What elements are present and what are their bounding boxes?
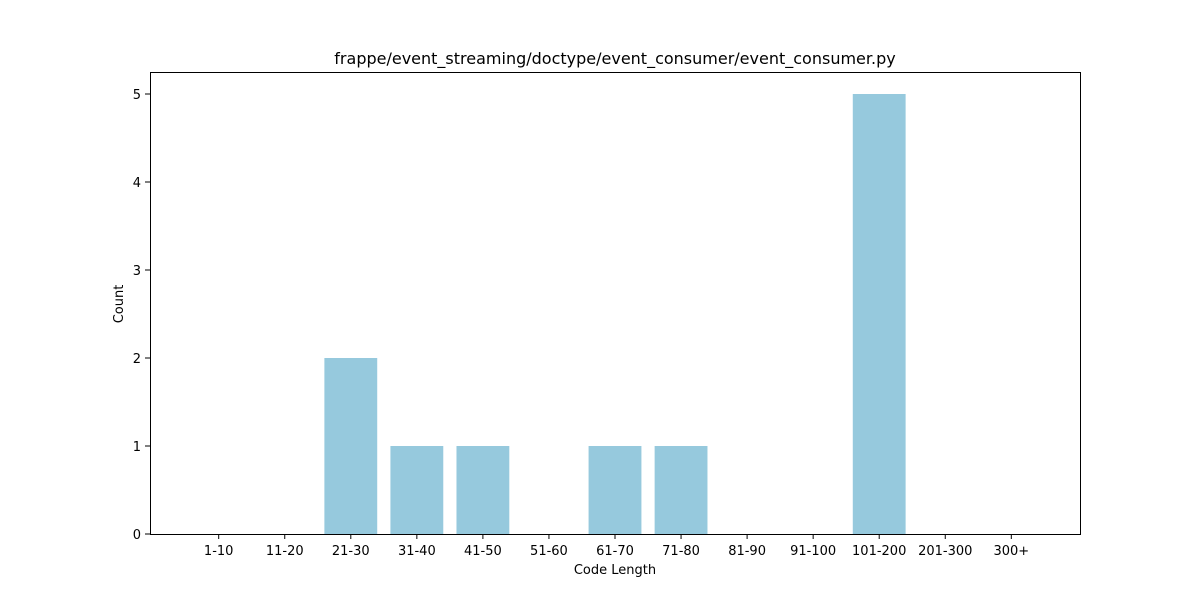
x-tick-label: 71-80 bbox=[662, 544, 700, 559]
bar-71-80 bbox=[654, 446, 708, 534]
x-tick-label: 61-70 bbox=[596, 544, 634, 559]
bar-21-30 bbox=[324, 358, 378, 534]
x-tick-label: 51-60 bbox=[530, 544, 568, 559]
y-tick-label: 2 bbox=[133, 352, 141, 367]
x-axis-title: Code Length bbox=[574, 563, 656, 578]
y-tick-label: 4 bbox=[133, 176, 141, 191]
bar-41-50 bbox=[456, 446, 510, 534]
x-tick-label: 21-30 bbox=[332, 544, 370, 559]
x-tick-label: 101-200 bbox=[852, 544, 906, 559]
bar-101-200 bbox=[852, 94, 906, 534]
y-axis: 0 1 2 3 4 5 bbox=[133, 88, 150, 543]
x-tick-label: 1-10 bbox=[204, 544, 234, 559]
y-tick-label: 1 bbox=[133, 440, 141, 455]
x-tick-label: 300+ bbox=[993, 544, 1029, 559]
bar-61-70 bbox=[588, 446, 642, 534]
y-tick-label: 5 bbox=[133, 88, 141, 103]
y-tick-label: 3 bbox=[133, 264, 141, 279]
x-axis: 1-10 11-20 21-30 31-40 41-50 51-60 61-70 71-80 8… bbox=[204, 534, 1029, 559]
y-axis-title: Count bbox=[112, 285, 127, 324]
chart-title: frappe/event_streaming/doctype/event_con… bbox=[334, 49, 895, 69]
x-tick-label: 31-40 bbox=[398, 544, 436, 559]
x-tick-label: 81-90 bbox=[728, 544, 766, 559]
x-tick-label: 11-20 bbox=[266, 544, 304, 559]
x-tick-label: 201-300 bbox=[918, 544, 972, 559]
x-tick-label: 41-50 bbox=[464, 544, 502, 559]
bar-31-40 bbox=[390, 446, 444, 534]
bars-group bbox=[324, 94, 906, 534]
x-tick-label: 91-100 bbox=[790, 544, 836, 559]
y-tick-label: 0 bbox=[133, 528, 141, 543]
